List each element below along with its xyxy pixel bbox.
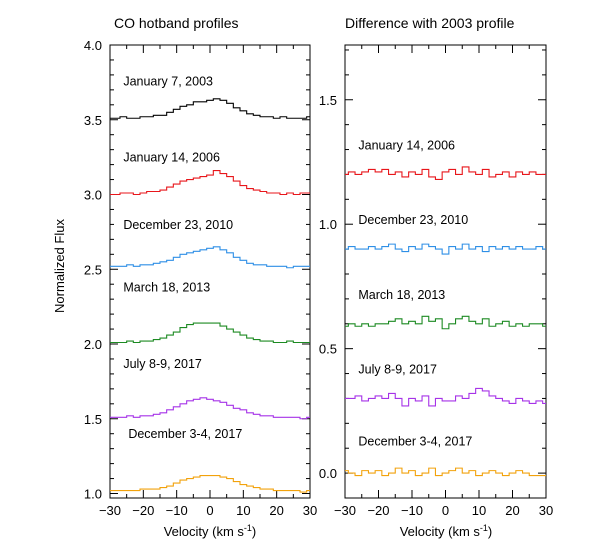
panel-right-ticks: −30 −20 −10 0 10 20 30 0.0 0.5 1.0 1.5	[319, 45, 553, 518]
right-series-line-4	[345, 467, 546, 477]
left-x-tick-label: −20	[132, 503, 154, 518]
left-x-tick-label: −10	[166, 503, 188, 518]
right-series-label-3: July 8-9, 2017	[358, 363, 437, 377]
panel-right-title: Difference with 2003 profile	[345, 15, 515, 31]
left-series-label-3: March 18, 2013	[123, 281, 210, 295]
right-series-line-3	[345, 387, 546, 407]
left-x-tick-label: 20	[269, 503, 283, 518]
panel-right-series	[345, 166, 546, 477]
left-series-label-1: January 14, 2006	[123, 151, 220, 165]
right-series-line-1	[345, 243, 546, 255]
left-series-label-2: December 23, 2010	[123, 218, 233, 232]
left-x-tick-label: 0	[206, 503, 213, 518]
left-series-line-0	[110, 98, 310, 119]
left-y-tick-label: 1.5	[84, 412, 102, 427]
right-x-tick-label: 0	[442, 503, 449, 518]
left-y-tick-label: 4.0	[84, 38, 102, 53]
left-x-tick-label: 10	[236, 503, 250, 518]
panel-right-x-axis-label: Velocity (km s-1)	[400, 523, 493, 539]
left-x-tick-label: 30	[303, 503, 317, 518]
left-series-line-2	[110, 246, 310, 269]
right-x-tick-label: −10	[401, 503, 423, 518]
right-x-tick-label: 20	[505, 503, 519, 518]
right-x-tick-label: 10	[472, 503, 486, 518]
right-y-tick-label: 0.0	[319, 466, 337, 481]
right-series-label-2: March 18, 2013	[358, 288, 445, 302]
left-series-line-1	[110, 170, 310, 196]
right-y-tick-label: 1.5	[319, 93, 337, 108]
left-series-line-3	[110, 322, 310, 344]
right-y-tick-label: 0.5	[319, 342, 337, 357]
right-series-label-1: December 23, 2010	[358, 213, 468, 227]
right-series-label-0: January 14, 2006	[358, 139, 455, 153]
right-x-tick-label: −20	[367, 503, 389, 518]
left-y-tick-label: 3.0	[84, 188, 102, 203]
left-y-tick-label: 2.5	[84, 262, 102, 277]
panel-left-title: CO hotband profiles	[114, 15, 239, 31]
right-y-tick-label: 1.0	[319, 217, 337, 232]
right-x-tick-label: 30	[539, 503, 553, 518]
left-x-tick-label: −30	[99, 503, 121, 518]
panel-left-x-axis-label: Velocity (km s-1)	[164, 523, 257, 539]
left-y-tick-label: 2.0	[84, 337, 102, 352]
left-series-label-4: July 8-9, 2017	[123, 357, 202, 371]
left-series-label-0: January 7, 2003	[123, 74, 213, 88]
right-series-line-2	[345, 315, 546, 330]
right-x-tick-label: −30	[334, 503, 356, 518]
right-series-line-0	[345, 166, 546, 180]
panel-left: CO hotband profiles Normalized Flux Velo…	[52, 15, 317, 539]
left-series-label-5: December 3-4, 2017	[128, 427, 242, 441]
right-series-label-4: December 3-4, 2017	[358, 435, 472, 449]
panel-right-series-labels: January 14, 2006 December 23, 2010 March 1…	[358, 139, 472, 449]
panel-left-series	[110, 98, 310, 493]
y-axis-label: Normalized Flux	[52, 219, 67, 313]
panel-right: Difference with 2003 profile Velocity (k…	[319, 15, 553, 539]
left-series-line-4	[110, 397, 310, 420]
panel-right-frame	[344, 44, 547, 499]
panel-left-series-labels: January 7, 2003 January 14, 2006 December …	[123, 74, 242, 441]
left-series-line-5	[110, 475, 310, 493]
left-y-tick-label: 3.5	[84, 113, 102, 128]
panel-left-ticks: −30 −20 −10 0 10 20 30 1.0 1.5 2.0 2.5 3.0 3.5 4.0	[84, 38, 317, 518]
left-y-tick-label: 1.0	[84, 487, 102, 502]
